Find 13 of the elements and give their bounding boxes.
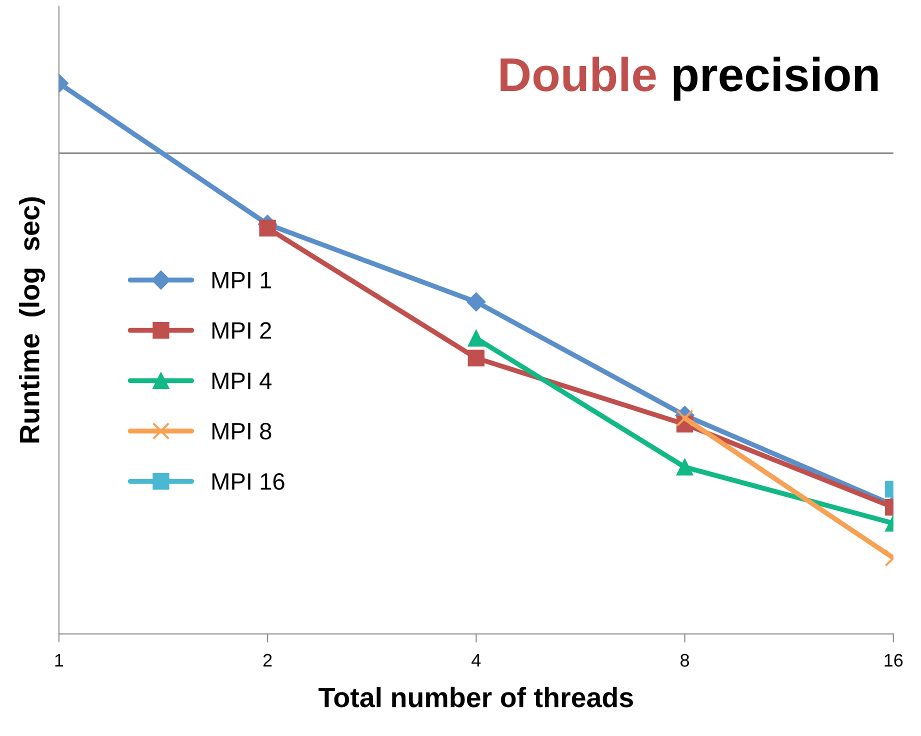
x-axis-title: Total number of threads <box>318 686 633 708</box>
legend-label: MPI 2 <box>212 322 272 339</box>
legend-label: MPI 4 <box>212 372 272 389</box>
x-tick-label: 4 <box>472 654 481 667</box>
legend-label: MPI 16 <box>212 473 284 490</box>
x-tick-label: 16 <box>884 654 903 667</box>
legend-label: MPI 8 <box>212 422 272 440</box>
chart-title: Double precision <box>500 56 878 101</box>
y-axis-title: Runtime (log sec) <box>19 197 46 442</box>
x-tick-label: 8 <box>680 654 689 667</box>
legend-label: MPI 1 <box>212 272 272 288</box>
x-tick-label: 2 <box>263 654 272 667</box>
x-tick-label: 1 <box>55 654 64 667</box>
